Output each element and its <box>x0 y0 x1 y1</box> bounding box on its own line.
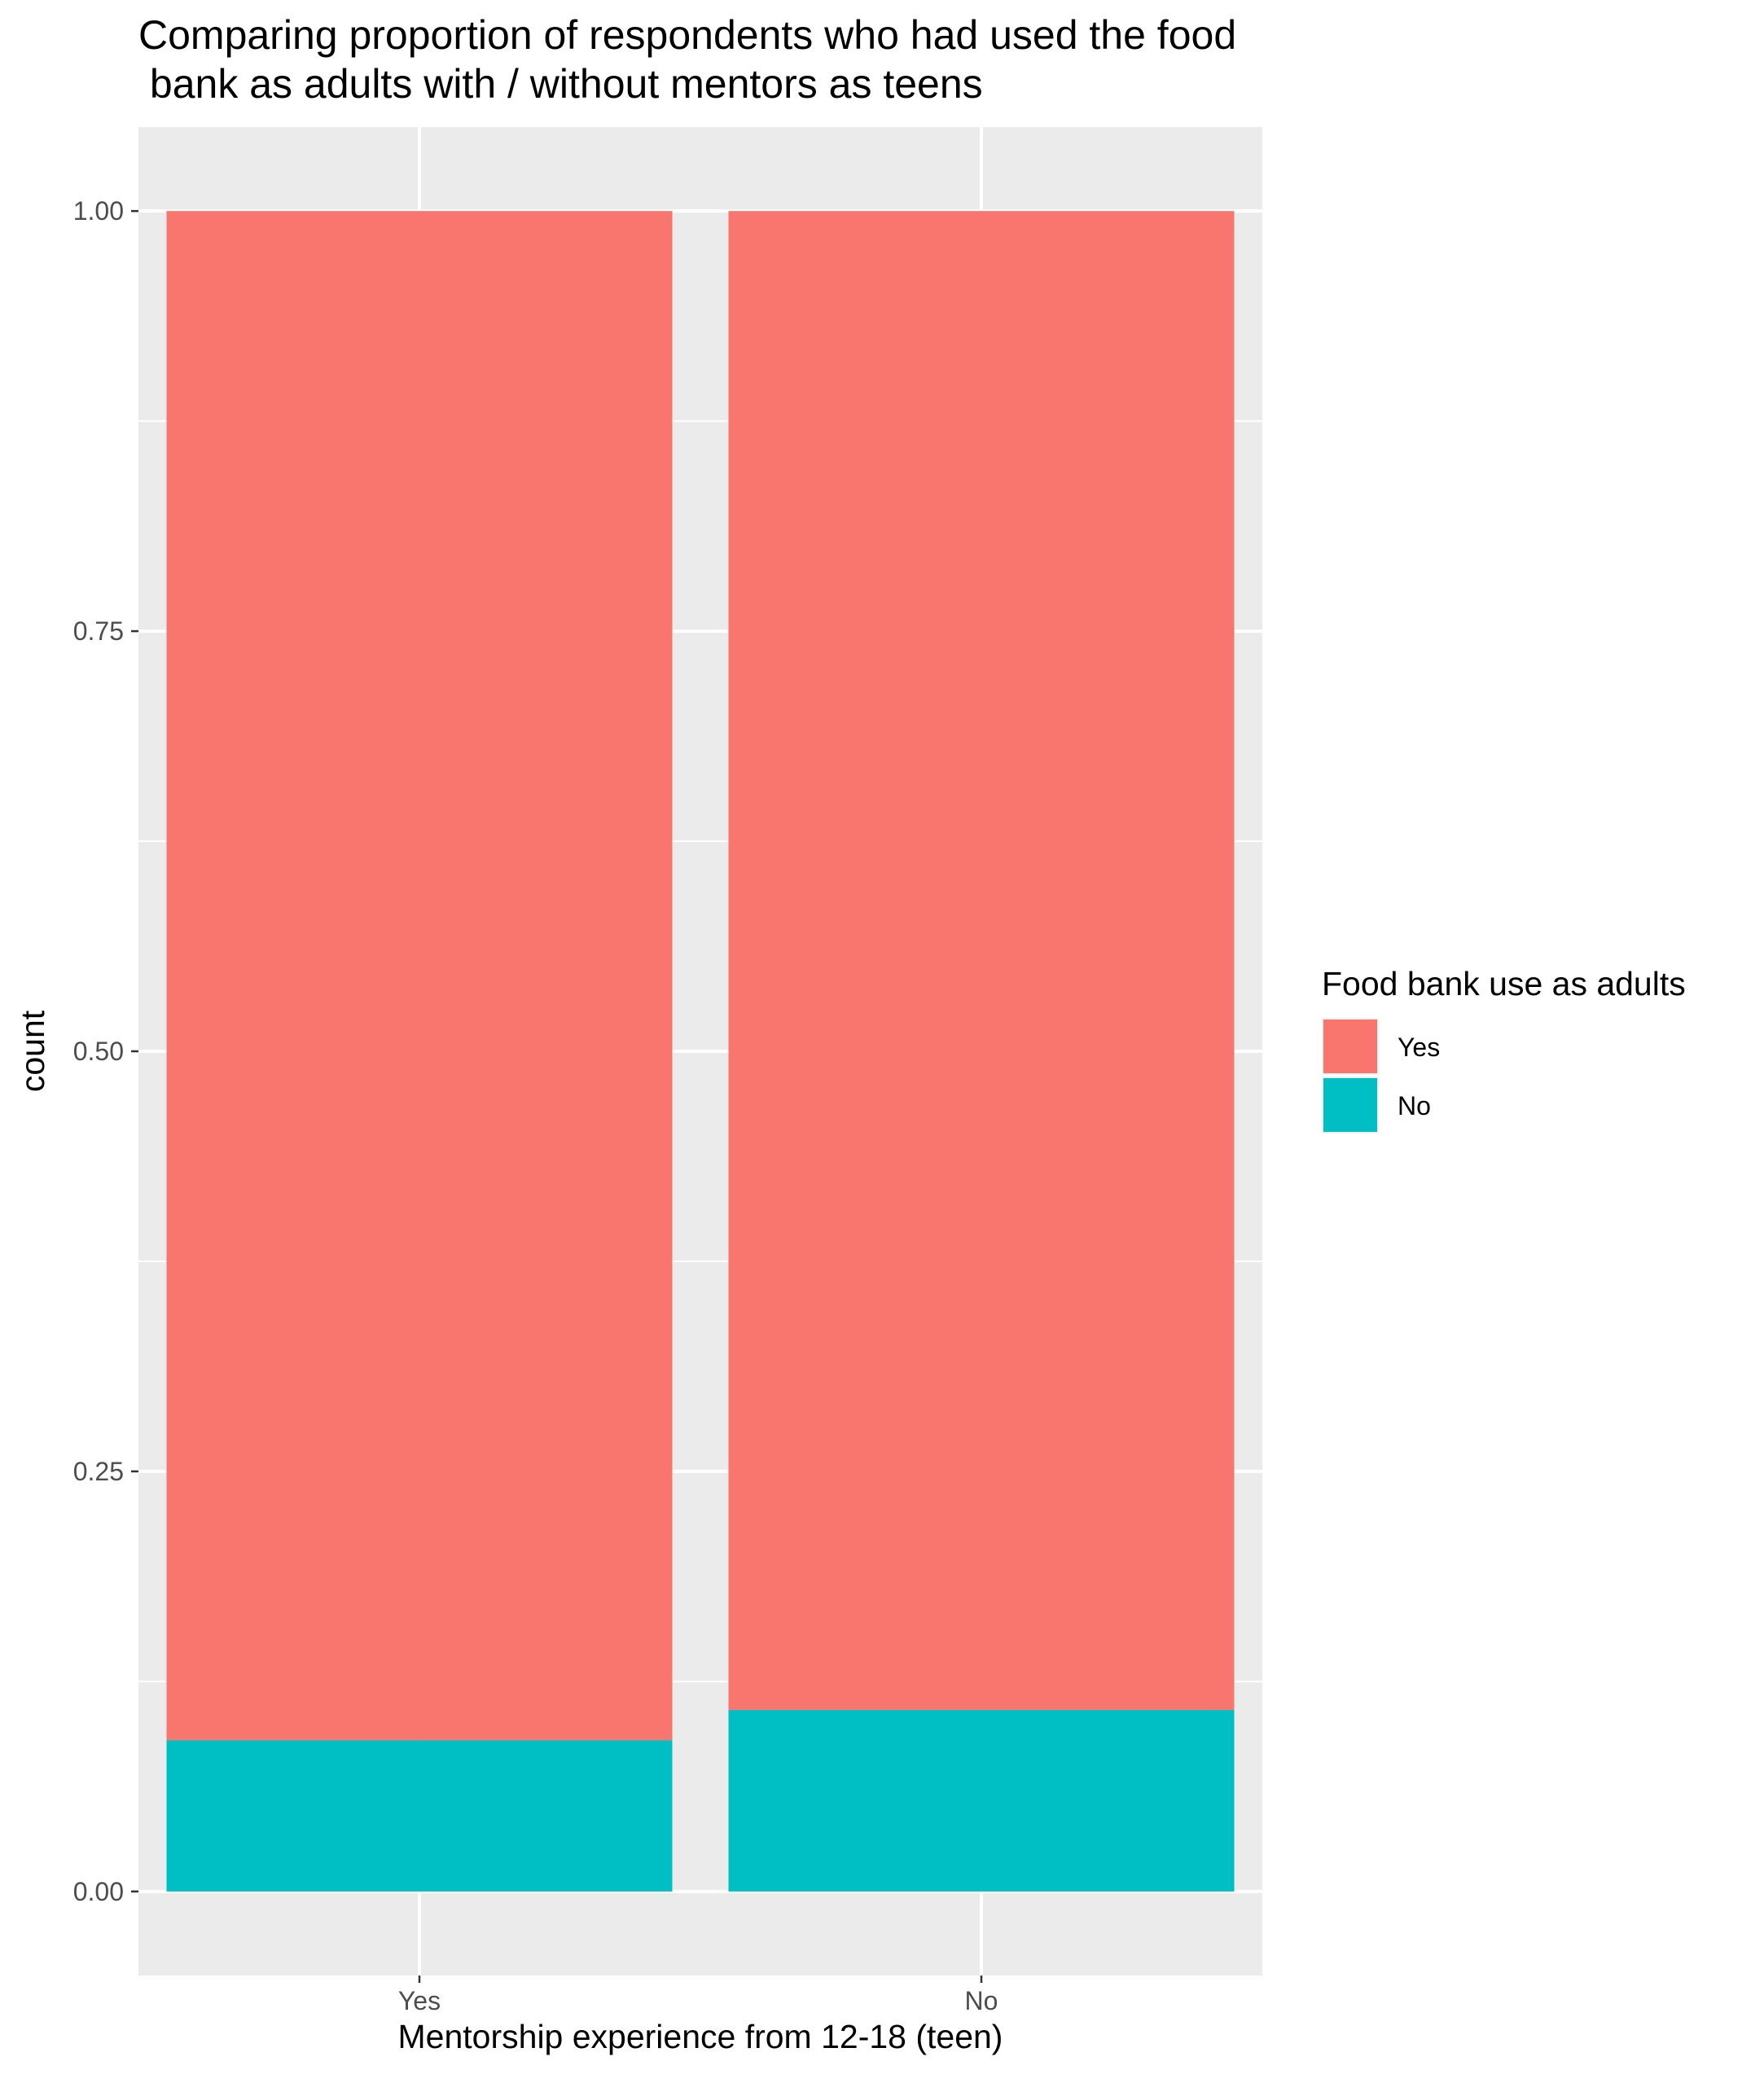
y-axis: 0.00 0.25 0.50 0.75 1.00 <box>73 196 138 1906</box>
y-tick-label: 0.00 <box>73 1877 124 1906</box>
x-axis-title: Mentorship experience from 12-18 (teen) <box>398 2018 1003 2055</box>
legend-swatch-no <box>1323 1078 1377 1132</box>
bar-yes-yes <box>166 211 673 1741</box>
legend: Food bank use as adults Yes No <box>1322 965 1686 1134</box>
chart-title-line-1: Comparing proportion of respondents who … <box>138 12 1236 58</box>
y-tick-label: 0.25 <box>73 1457 124 1486</box>
y-tick-label: 0.75 <box>73 616 124 646</box>
legend-swatch-yes <box>1323 1020 1377 1073</box>
legend-title: Food bank use as adults <box>1322 965 1686 1002</box>
bar-no-no <box>728 1709 1235 1892</box>
legend-label-no: No <box>1398 1091 1431 1120</box>
bars <box>166 211 1235 1892</box>
x-axis: Yes No <box>398 1976 998 2015</box>
y-axis-title: count <box>14 1010 51 1092</box>
legend-label-yes: Yes <box>1398 1033 1440 1062</box>
chart-title-line-2: bank as adults with / without mentors as… <box>138 61 983 107</box>
x-tick-label: No <box>965 1986 998 2015</box>
y-tick-label: 1.00 <box>73 196 124 226</box>
bar-yes-no <box>166 1740 673 1892</box>
y-tick-label: 0.50 <box>73 1037 124 1066</box>
x-tick-label: Yes <box>398 1986 441 2015</box>
bar-no-yes <box>728 211 1235 1710</box>
